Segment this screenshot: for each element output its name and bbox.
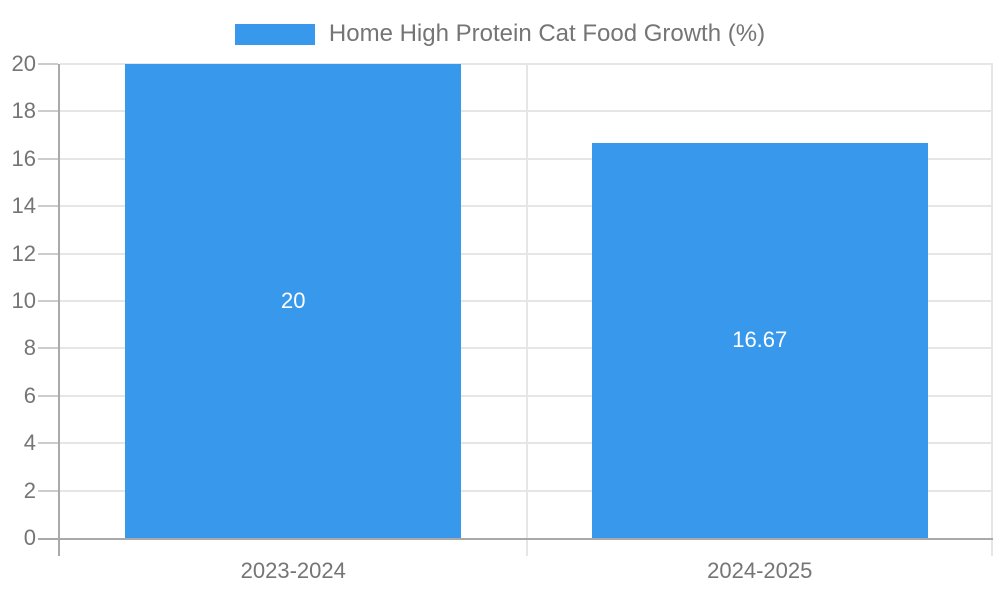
y-tick-label: 16 xyxy=(11,145,36,171)
x-tick-label: 2024-2025 xyxy=(707,558,813,583)
x-axis-tick xyxy=(991,540,993,556)
y-axis-tick xyxy=(38,205,58,208)
bar[interactable]: 20 xyxy=(125,64,462,538)
bar[interactable]: 16.67 xyxy=(591,142,928,538)
y-tick-label: 12 xyxy=(11,240,36,266)
y-tick-label: 8 xyxy=(23,335,36,361)
y-axis-extension xyxy=(58,540,60,556)
y-axis-tick xyxy=(38,300,58,302)
y-tick-label: 0 xyxy=(23,525,36,550)
y-axis-tick xyxy=(38,252,58,255)
y-axis-tick xyxy=(38,489,58,492)
y-tick-label: 4 xyxy=(23,430,36,456)
bar-value-label: 16.67 xyxy=(732,327,788,353)
y-axis-tick xyxy=(38,538,58,540)
legend-item[interactable]: Home High Protein Cat Food Growth (%) xyxy=(234,20,766,47)
y-axis-tick xyxy=(38,394,58,397)
v-gridline xyxy=(525,64,528,538)
x-axis-tick xyxy=(525,540,528,556)
y-axis-tick xyxy=(38,110,58,113)
legend: Home High Protein Cat Food Growth (%) xyxy=(0,22,1000,46)
y-axis-tick xyxy=(38,157,58,160)
legend-label: Home High Protein Cat Food Growth (%) xyxy=(328,20,766,47)
y-tick-label: 20 xyxy=(11,51,36,76)
plot-area: 0 2 4 6 8 10 12 14 16 18 20 20 2023-2024 16.67 2024-20… xyxy=(12,52,993,583)
y-axis-tick xyxy=(38,347,58,350)
y-axis-tick xyxy=(38,442,58,445)
x-tick-label: 2023-2024 xyxy=(240,558,346,583)
y-axis-tick xyxy=(38,63,58,65)
y-tick-label: 2 xyxy=(23,477,36,503)
bar-value-label: 20 xyxy=(280,288,306,313)
y-tick-label: 6 xyxy=(23,382,36,408)
v-gridline xyxy=(991,64,993,538)
legend-swatch xyxy=(234,23,315,45)
y-tick-label: 10 xyxy=(11,288,36,313)
y-tick-label: 18 xyxy=(11,98,36,124)
y-tick-label: 14 xyxy=(11,193,36,219)
